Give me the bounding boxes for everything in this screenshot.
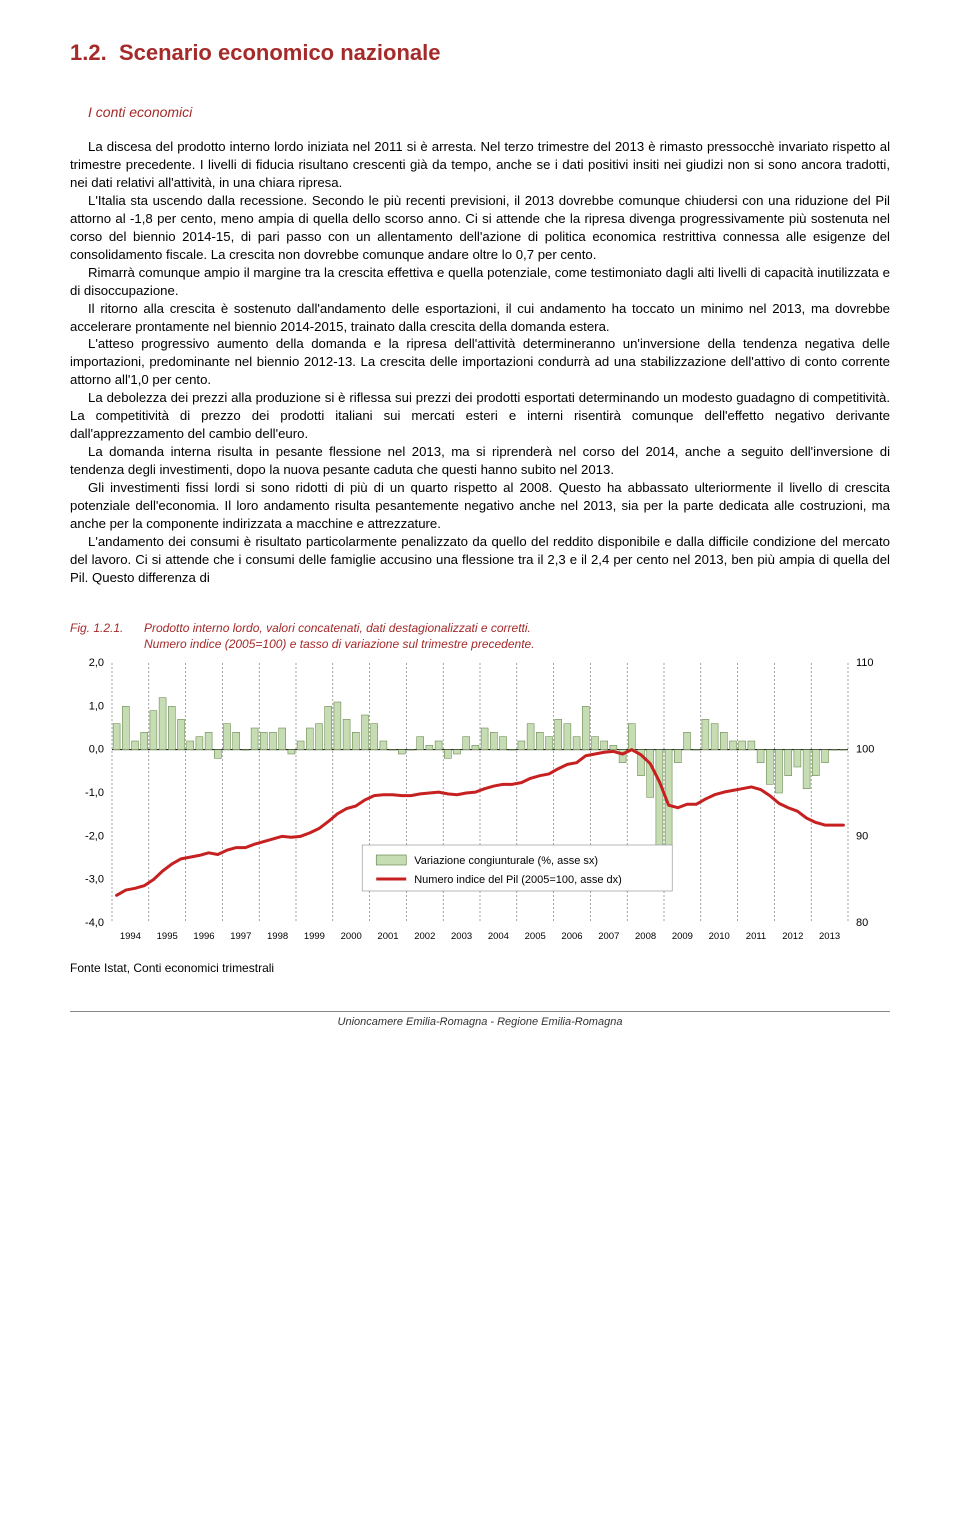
svg-text:100: 100 [856,743,874,755]
svg-text:-4,0: -4,0 [85,917,104,929]
svg-text:2013: 2013 [819,931,840,942]
body-text: La discesa del prodotto interno lordo in… [70,138,890,587]
svg-text:2009: 2009 [672,931,693,942]
svg-text:-2,0: -2,0 [85,830,104,842]
svg-text:-3,0: -3,0 [85,873,104,885]
subsection-title: I conti economici [70,104,890,120]
figure-label: Fig. 1.2.1. [70,621,144,635]
svg-text:0,0: 0,0 [89,743,104,755]
paragraph: Gli investimenti fissi lordi si sono rid… [70,479,890,533]
svg-text:2008: 2008 [635,931,656,942]
figure-source: Fonte Istat, Conti economici trimestrali [70,961,890,975]
svg-text:1998: 1998 [267,931,288,942]
svg-text:80: 80 [856,917,868,929]
svg-text:1994: 1994 [120,931,141,942]
paragraph: L'atteso progressivo aumento della doman… [70,335,890,389]
paragraph: La domanda interna risulta in pesante fl… [70,443,890,479]
svg-text:2006: 2006 [561,931,582,942]
svg-text:2010: 2010 [709,931,730,942]
paragraph: L'Italia sta uscendo dalla recessione. S… [70,192,890,264]
svg-text:-1,0: -1,0 [85,787,104,799]
svg-text:90: 90 [856,830,868,842]
section-name: Scenario economico nazionale [119,40,441,65]
svg-text:2005: 2005 [525,931,546,942]
svg-text:1,0: 1,0 [89,700,104,712]
svg-text:Numero indice del Pil (2005=10: Numero indice del Pil (2005=100, asse dx… [414,874,622,886]
svg-text:2004: 2004 [488,931,509,942]
paragraph: La discesa del prodotto interno lordo in… [70,138,890,192]
svg-text:110: 110 [856,657,874,669]
svg-text:1996: 1996 [193,931,214,942]
svg-text:2,0: 2,0 [89,657,104,669]
paragraph: L'andamento dei consumi è risultato part… [70,533,890,587]
figure-block: Fig. 1.2.1. Prodotto interno lordo, valo… [70,621,890,975]
svg-text:Variazione congiunturale (%, a: Variazione congiunturale (%, asse sx) [414,855,598,867]
svg-text:2011: 2011 [746,931,766,942]
svg-text:1997: 1997 [230,931,251,942]
svg-text:1999: 1999 [304,931,325,942]
svg-text:2007: 2007 [598,931,619,942]
svg-text:2002: 2002 [414,931,435,942]
section-title: 1.2. Scenario economico nazionale [70,40,890,66]
paragraph: Il ritorno alla crescita è sostenuto dal… [70,300,890,336]
gdp-chart: 1994 1995 1996 1997 1998 1999 2000 2001 2002 2003… [70,657,890,947]
page-footer: Unioncamere Emilia-Romagna - Regione Emi… [70,1011,890,1028]
section-number: 1.2. [70,40,107,65]
svg-text:1995: 1995 [157,931,178,942]
svg-text:2000: 2000 [341,931,362,942]
paragraph: La debolezza dei prezzi alla produzione … [70,389,890,443]
figure-title: Prodotto interno lordo, valori concatena… [144,621,531,635]
paragraph: Rimarrà comunque ampio il margine tra la… [70,264,890,300]
svg-text:2003: 2003 [451,931,472,942]
svg-text:2012: 2012 [782,931,803,942]
svg-text:2001: 2001 [377,931,398,942]
figure-subtitle: Numero indice (2005=100) e tasso di vari… [144,637,890,651]
